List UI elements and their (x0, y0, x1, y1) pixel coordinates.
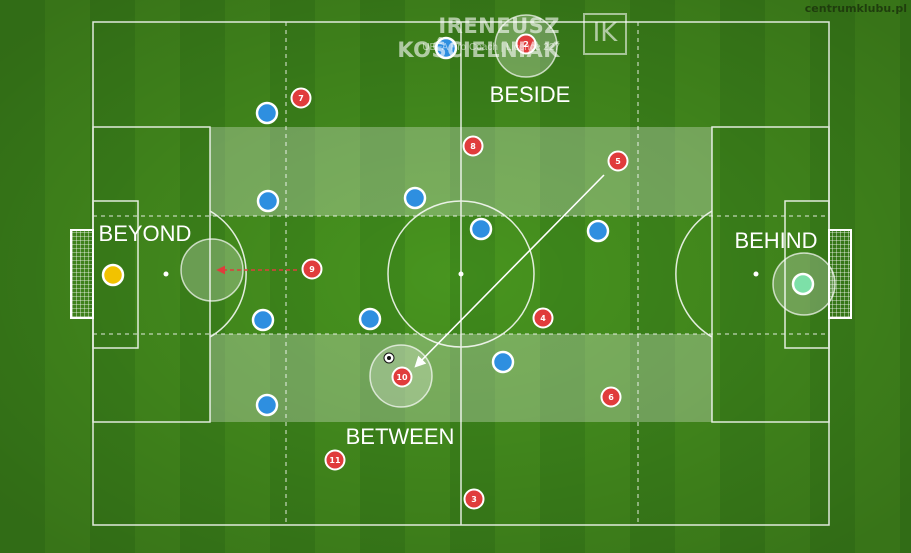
right-penalty-spot (753, 271, 759, 277)
label-beside: BESIDE (490, 82, 571, 107)
attacker-10: 10 (391, 366, 413, 388)
left-penalty-spot (163, 271, 169, 277)
attacker-number: 2 (523, 40, 529, 49)
label-behind: BEHIND (734, 228, 817, 253)
right-goal (828, 229, 852, 319)
attacker-number: 3 (471, 495, 477, 504)
left-goal (70, 229, 94, 319)
center-circle (387, 200, 535, 348)
defender-marker (256, 189, 280, 213)
attacker-number: 9 (309, 265, 315, 274)
attacker-number: 11 (329, 456, 341, 465)
defender-marker (469, 217, 493, 241)
attacking-goalkeeper (101, 263, 125, 287)
label-beyond: BEYOND (99, 221, 192, 246)
soccer-ball-icon (383, 352, 395, 364)
attacker-number: 10 (396, 373, 408, 382)
attacker-5: 5 (607, 150, 629, 172)
attacker-6: 6 (600, 386, 622, 408)
attacker-number: 6 (608, 393, 614, 402)
attacker-number: 8 (470, 142, 476, 151)
defender-marker (403, 186, 427, 210)
defender-marker (586, 219, 610, 243)
attacker-9: 9 (301, 258, 323, 280)
beyond-space-circle (180, 238, 244, 302)
defender-marker (491, 350, 515, 374)
site-watermark: centrumklubu.pl (804, 2, 907, 15)
defender-marker (434, 36, 458, 60)
defending-team (251, 36, 815, 417)
defender-marker (255, 101, 279, 125)
attacker-7: 7 (290, 87, 312, 109)
attacker-number: 4 (540, 314, 546, 323)
attacker-11: 11 (324, 449, 346, 471)
zone-labels: BESIDE BEYOND BEHIND BETWEEN (99, 82, 818, 449)
attacker-8: 8 (462, 135, 484, 157)
attacker-number: 7 (298, 94, 304, 103)
defender-marker (251, 308, 275, 332)
left-penalty-arc (209, 210, 247, 338)
right-penalty-arc (675, 210, 713, 338)
attacking-team: 2 7 8 5 9 4 10 6 11 3 (290, 33, 629, 510)
defender-marker (255, 393, 279, 417)
defending-goalkeeper (791, 272, 815, 296)
ik-logo: IK (583, 13, 627, 55)
pass-arrow (414, 174, 605, 368)
attacker-4: 4 (532, 307, 554, 329)
attacker-2: 2 (515, 33, 537, 55)
defender-marker (358, 307, 382, 331)
label-between: BETWEEN (346, 424, 455, 449)
attacker-number: 5 (615, 157, 621, 166)
coach-credentials: UEFA Pro Coach | Licence 227 (422, 42, 560, 53)
coach-name: IRENEUSZ KOŚCIELNIAK (397, 14, 560, 62)
attacker-3: 3 (463, 488, 485, 510)
center-spot (458, 271, 464, 277)
